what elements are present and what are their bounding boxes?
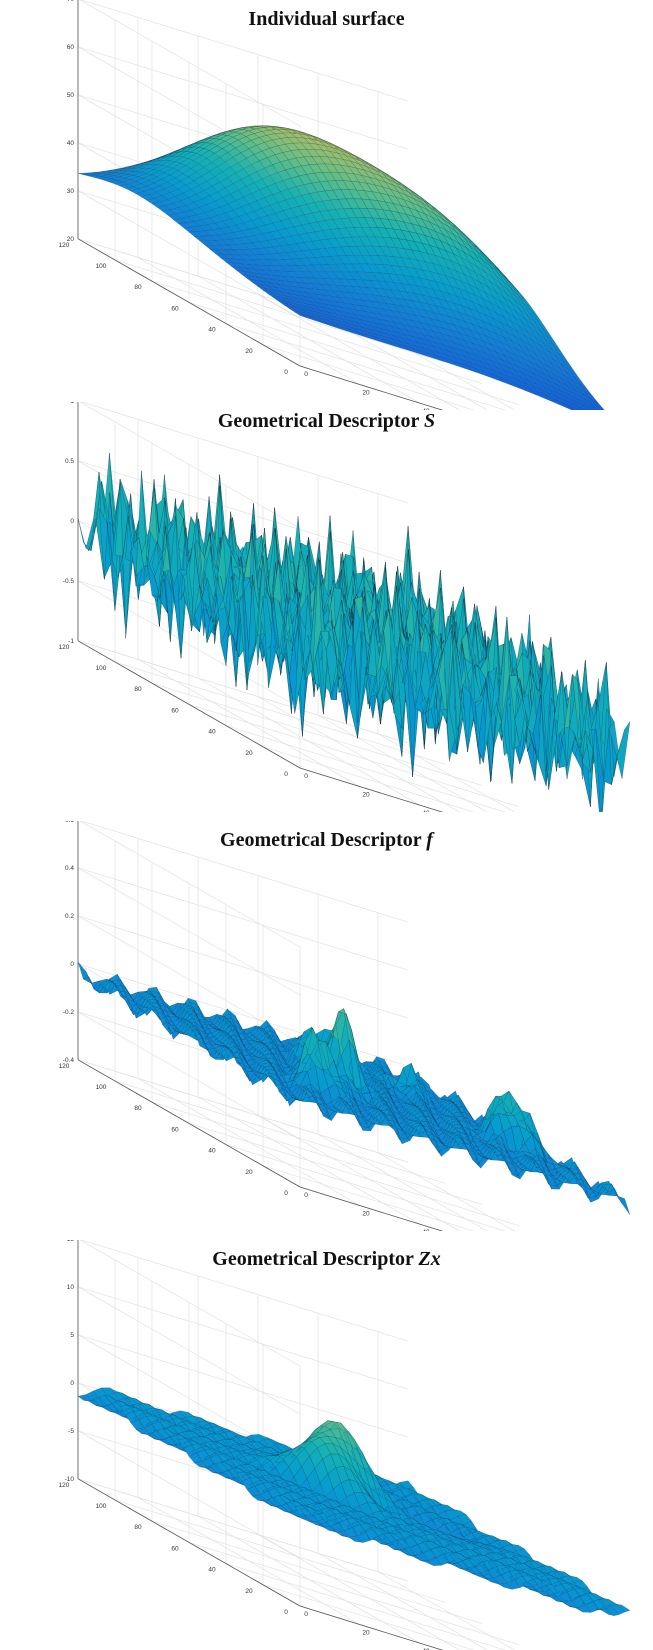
y-tick-label: 40 [208,729,216,736]
y-tick-label: 0 [284,369,288,376]
z-tick-label: 50 [67,92,75,99]
z-tick-label: 0.5 [65,458,74,465]
surface-plot-f: 020406080100020406080100120-0.4-0.200.20… [0,821,653,1231]
plot-title: Individual surface [0,8,653,31]
x-tick-label: 20 [362,792,370,799]
y-tick-label: 0 [284,771,288,778]
x-tick-label: 0 [304,371,308,378]
z-tick-label: 30 [67,188,75,195]
y-tick-label: 20 [245,348,253,355]
x-tick-label: 40 [422,810,430,812]
title-prefix: Geometrical Descriptor [218,410,424,432]
z-tick-label: 20 [67,236,75,243]
z-tick-label: 40 [67,140,75,147]
surface-cell [617,721,630,778]
plot-title: Geometrical Descriptor f [0,829,653,852]
plot-panel-1: Individual surface 020406080100020406080… [0,0,653,410]
plot-panel-3: Geometrical Descriptor f 020406080100020… [0,821,653,1231]
z-tick-label: 70 [67,0,75,3]
floor-grid-line [263,1166,593,1231]
y-tick-label: 80 [134,284,142,291]
z-tick-label: -0.5 [63,578,75,585]
z-tick-label: -1 [68,638,74,645]
surface [78,962,630,1215]
plot-title: Geometrical Descriptor S [0,410,653,433]
surface [78,126,630,410]
z-tick-label: 0 [70,518,74,525]
y-tick-label: 100 [96,665,107,672]
x-tick-label: 20 [362,390,370,397]
z-tick-label: 1 [70,402,74,405]
plot-panel-2: Geometrical Descriptor S 0 20 40 60 80 100 0 20… [0,402,653,812]
wall-grid-line [78,868,408,970]
y-tick-label: 40 [208,327,216,334]
title-symbol: S [424,410,435,432]
surface-plot-individual: 020406080100020406080100120203040506070 [0,0,653,410]
title-prefix: Geometrical Descriptor [220,829,426,851]
surface-plot-s: 020406080100020406080100120-1-0.500.51 [0,402,653,812]
y-tick-label: 60 [171,305,179,312]
y-tick-label: 80 [134,686,142,693]
y-tick-label: 120 [59,644,70,651]
title-symbol: f [426,829,433,851]
x-tick-label: 0 [304,773,308,780]
y-tick-label: 60 [171,707,179,714]
z-tick-label: 60 [67,44,75,51]
surface [78,453,630,812]
y-tick-label: 100 [96,263,107,270]
y-tick-label: 20 [245,750,253,757]
y-tick-label: 120 [59,242,70,249]
title-prefix: Individual surface [248,8,404,30]
